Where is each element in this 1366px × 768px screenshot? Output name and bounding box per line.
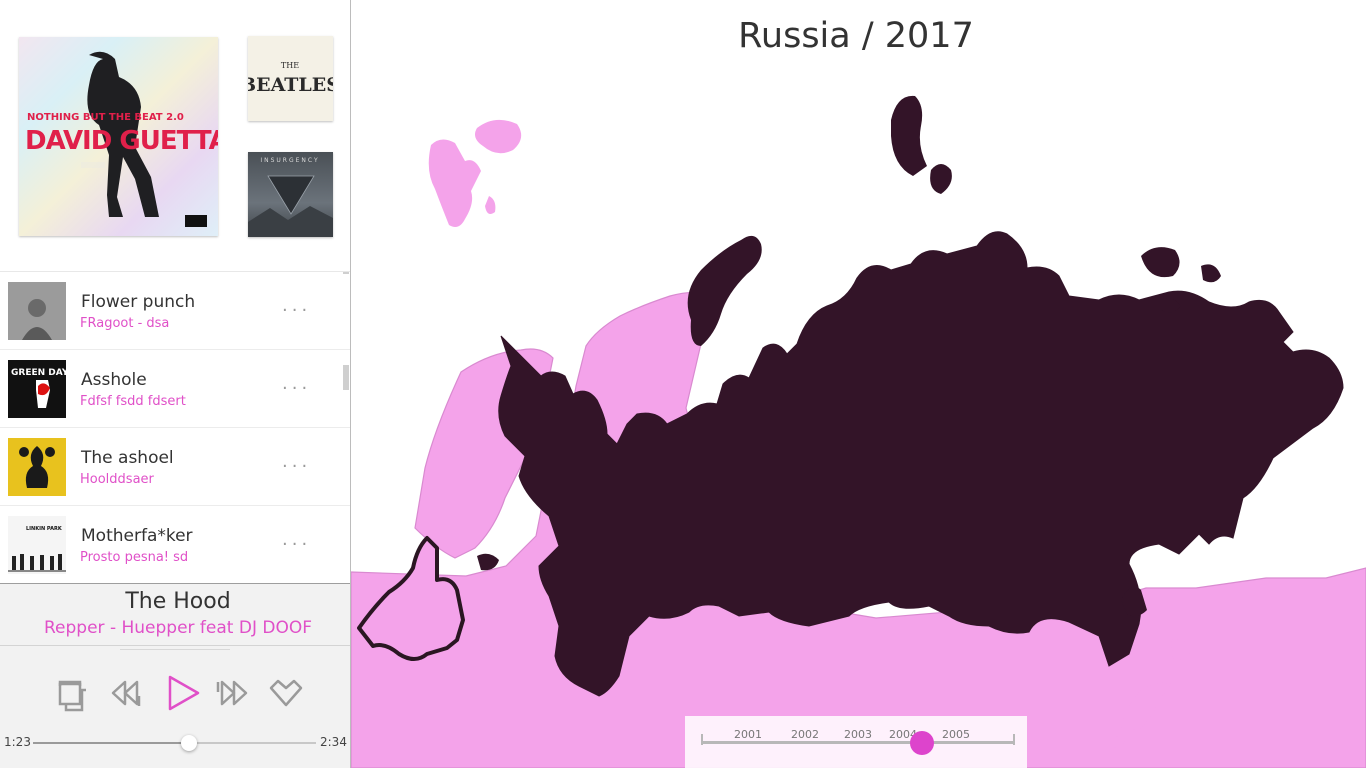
track-artist: Prosto pesna! sd (80, 550, 189, 565)
album-art-beatles: THE BEATLES (248, 61, 333, 96)
seek-bar[interactable] (33, 735, 316, 751)
album-subtitle: NOTHING BUT THE BEAT 2.0 (27, 112, 184, 123)
more-options-icon[interactable]: ··· (282, 456, 312, 477)
timeline-year[interactable]: 2001 (734, 728, 762, 741)
thumb-text: GREEN DAY (11, 368, 66, 378)
track-thumbnail (8, 282, 66, 340)
album-line2: BEATLES (248, 74, 333, 96)
track-artist: Fdfsf fsdd fdsert (80, 394, 186, 409)
track-title: Asshole (81, 370, 147, 390)
year-timeline[interactable]: 2001 2002 2003 2004 2005 (685, 716, 1027, 768)
world-map[interactable] (351, 0, 1366, 768)
timeline-year[interactable]: 2003 (844, 728, 872, 741)
album-cover-beatles[interactable]: THE BEATLES (248, 36, 333, 121)
total-time: 2:34 (320, 735, 347, 749)
album-title: INSURGENCY (260, 157, 319, 164)
track-list: Flower punch FRagoot - dsa ··· GREEN DAY… (0, 271, 350, 584)
album-cover-insurgency[interactable]: INSURGENCY (248, 152, 333, 237)
seek-progress (33, 742, 189, 744)
seek-handle[interactable] (180, 735, 197, 751)
track-thumbnail: LINKIN PARK (8, 516, 66, 574)
track-item[interactable]: LINKIN PARK Motherfa*ker Prosto pesna! s… (0, 506, 350, 584)
track-artist: FRagoot - dsa (80, 316, 170, 331)
track-thumbnail (8, 438, 66, 496)
track-item[interactable]: GREEN DAY Asshole Fdfsf fsdd fdsert ··· (0, 350, 350, 428)
rewind-icon[interactable] (107, 674, 145, 712)
track-thumbnail: GREEN DAY (8, 360, 66, 418)
album-art-insurgency: INSURGENCY (248, 157, 333, 237)
divider (0, 645, 350, 646)
timeline-year[interactable]: 2005 (942, 728, 970, 741)
track-title: The ashoel (81, 448, 174, 468)
track-item[interactable]: The ashoel Hoolddsaer ··· (0, 428, 350, 506)
country-russia-sakhalin[interactable] (1121, 586, 1147, 617)
timeline-year[interactable]: 2002 (791, 728, 819, 741)
album-art-main: NOTHING BUT THE BEAT 2.0 DAVID GUETTA (25, 51, 218, 227)
track-title: Motherfa*ker (81, 526, 193, 546)
track-artist: Hoolddsaer (80, 472, 154, 487)
album-title: DAVID GUETTA (25, 126, 218, 156)
now-playing-artist: Repper - Huepper feat DJ DOOF (44, 618, 312, 638)
map-view[interactable]: Russia / 2017 2001 2002 2003 2004 2005 (351, 0, 1366, 768)
track-list-scrollbar[interactable] (343, 365, 349, 390)
album-cover-david-guetta[interactable]: NOTHING BUT THE BEAT 2.0 DAVID GUETTA (19, 37, 218, 236)
map-title: Russia / 2017 (738, 16, 974, 56)
country-highlighted-outline[interactable] (357, 536, 465, 661)
track-title: Flower punch (81, 292, 196, 312)
fast-forward-icon[interactable] (214, 674, 252, 712)
more-options-icon[interactable]: ··· (282, 534, 312, 555)
timeline-handle[interactable] (910, 731, 935, 755)
play-icon[interactable] (164, 674, 202, 712)
more-options-icon[interactable]: ··· (282, 300, 312, 321)
timeline-track[interactable] (701, 741, 1015, 744)
timeline-cap-left (701, 734, 703, 745)
timeline-cap-right (1013, 734, 1015, 745)
country-japan[interactable] (1111, 639, 1191, 748)
heart-icon[interactable] (267, 674, 305, 712)
track-item[interactable]: Flower punch FRagoot - dsa ··· (0, 272, 350, 350)
country-russia[interactable] (498, 231, 1344, 697)
country-svalbard[interactable] (428, 119, 522, 227)
more-options-icon[interactable]: ··· (282, 378, 312, 399)
timeline-year[interactable]: 2004 (889, 728, 917, 741)
now-playing-title: The Hood (125, 589, 231, 614)
thumb-text: LINKIN PARK (26, 526, 63, 532)
divider (120, 649, 230, 650)
country-russia-exclave[interactable] (477, 553, 499, 571)
current-time: 1:23 (4, 735, 31, 749)
scrollbar-top (343, 272, 349, 274)
repeat-icon[interactable] (52, 674, 90, 712)
music-sidebar: NOTHING BUT THE BEAT 2.0 DAVID GUETTA TH… (0, 0, 351, 768)
album-line1: THE (281, 61, 299, 70)
now-playing-panel: The Hood Repper - Huepper feat DJ DOOF 1… (0, 583, 350, 768)
